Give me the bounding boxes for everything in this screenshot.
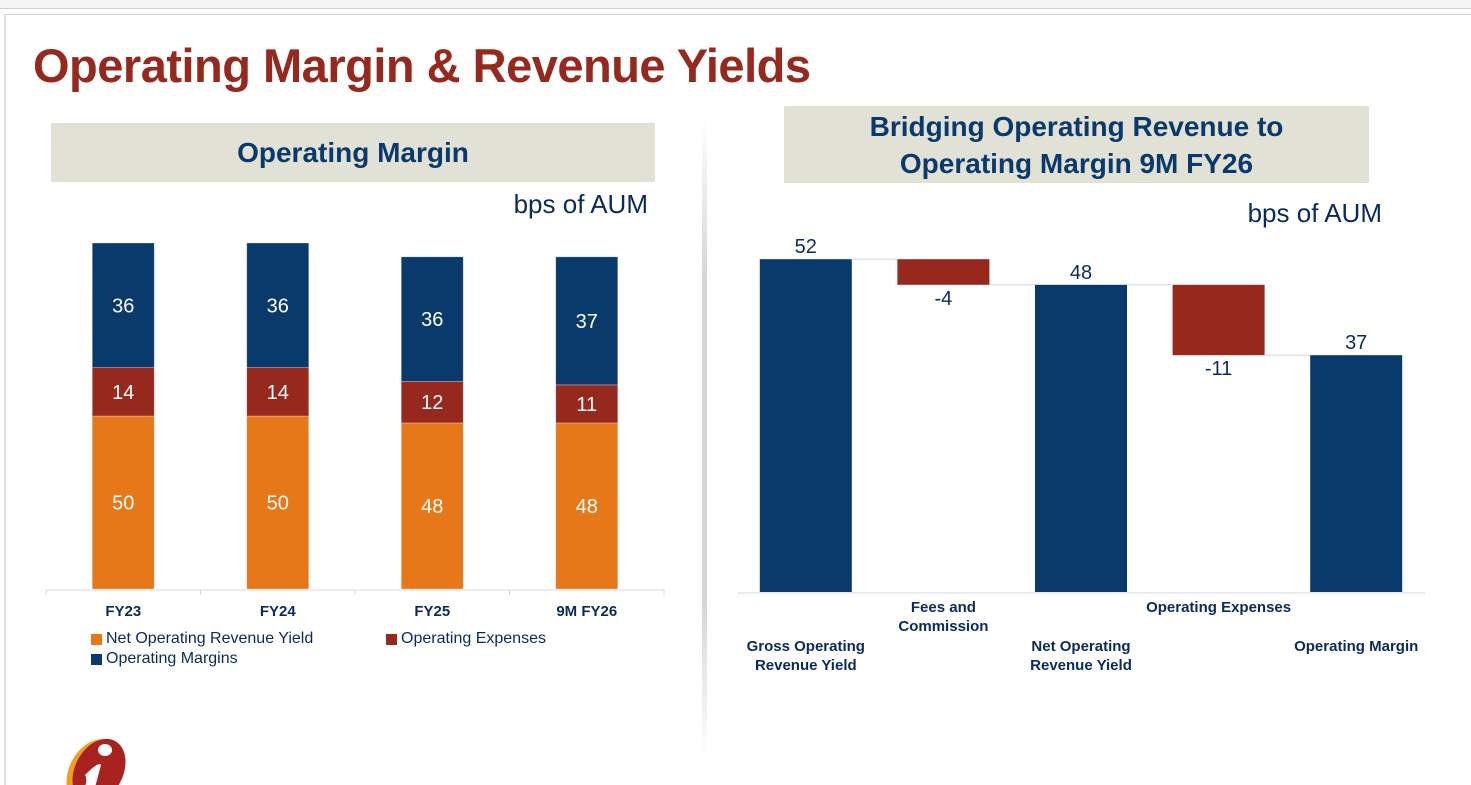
x-category-label: Operating Margin [1294,638,1418,655]
panel-divider [702,120,707,760]
x-category-label-line: Operating Expenses [1146,599,1291,616]
waterfall-bar-3 [1035,284,1127,592]
x-category-label: Gross Operating Revenue Yield [747,638,865,674]
waterfall-data-label: 37 [1345,332,1367,354]
right-chart-header: Bridging Operating Revenue to Operating … [784,106,1369,183]
x-category-label: Net Operating Revenue Yield [1030,638,1132,674]
bar-segment-operating-expenses-fy25 [400,380,464,424]
bar-segment-net-operating-revenue-yield-fy24 [246,415,310,590]
data-label-operating-margins-fy25: 36 [421,309,443,331]
legend-item-net-operating-revenue-yield: Net Operating Revenue Yield [91,630,313,648]
left-chart-header: Operating Margin [51,123,655,182]
icici-i-logo-icon [55,735,135,785]
legend-item-operating-expenses: Operating Expenses [386,630,546,648]
waterfall-bar-5 [1310,355,1403,592]
bar-segment-operating-expenses-fy24 [246,367,310,417]
data-label-operating-margins-9m-fy26: 37 [576,311,598,333]
legend-label: Operating Expenses [401,630,546,647]
legend-label: Net Operating Revenue Yield [106,630,314,647]
data-label-net-operating-revenue-yield-fy25: 48 [421,496,443,518]
waterfall-bar-2 [897,259,990,285]
x-category-label: Fees and Commission [898,599,988,635]
x-category-label-line: Net Operating [1031,638,1130,655]
waterfall-data-label: -4 [935,288,953,310]
stacked-bar-chart: 50 14 36 FY23 50 14 36 FY24 48 12 36 FY25 48 11 37 9M F… [45,242,665,620]
x-category-label-line: Operating Margin [1294,638,1418,655]
waterfall-chart: 52 -4 48 -11 37 Gross Operating Revenue Yield F… [737,236,1425,674]
page-title: Operating Margin & Revenue Yields [33,39,811,92]
x-category-label-line: Revenue Yield [1030,657,1132,674]
waterfall-data-label: -11 [1205,358,1232,380]
bar-segment-net-operating-revenue-yield-fy25 [400,422,464,590]
x-category-label-line: Fees and [911,599,976,616]
data-label-net-operating-revenue-yield-9m-fy26: 48 [576,496,598,518]
data-label-operating-margins-fy23: 36 [112,295,134,317]
bar-segment-operating-margins-fy25 [400,256,464,382]
data-label-net-operating-revenue-yield-fy23: 50 [112,493,134,515]
data-label-net-operating-revenue-yield-fy24: 50 [267,493,289,515]
x-tick-label: FY23 [105,603,141,620]
x-category-label-line: Revenue Yield [755,657,857,674]
waterfall-bar-4 [1172,284,1265,356]
waterfall-bar-1 [759,259,852,592]
legend-label: Operating Margins [106,650,238,667]
data-label-operating-expenses-fy24: 14 [267,382,289,404]
data-label-operating-margins-fy24: 36 [267,295,289,317]
data-label-operating-expenses-9m-fy26: 11 [576,394,597,416]
window-top-bar [0,0,1471,9]
x-category-label-line: Gross Operating [747,638,865,655]
legend-swatch-orange [91,633,102,645]
x-tick-label: FY24 [260,603,297,620]
waterfall-data-label: 48 [1070,262,1092,284]
left-chart-unit-label: bps of AUM [513,189,648,219]
legend-swatch-navy [91,653,102,665]
waterfall-data-label: 52 [795,236,817,258]
x-tick-label: FY25 [414,603,450,620]
data-label-operating-expenses-fy25: 12 [421,392,443,414]
slide-frame-left [4,14,6,785]
x-category-label: Operating Expenses [1146,599,1291,616]
right-chart-unit-label: bps of AUM [1247,198,1382,228]
bar-segment-operating-margins-fy23 [91,242,155,368]
left-chart-header-text: Operating Margin [237,136,469,168]
x-category-label-line: Commission [898,618,988,635]
bar-segment-operating-margins-fy24 [246,242,310,368]
right-chart-header-line2: Operating Margin 9M FY26 [899,147,1254,179]
data-label-operating-expenses-fy23: 14 [112,382,134,404]
bar-segment-net-operating-revenue-yield-fy23 [91,415,155,590]
legend-swatch-red [386,633,397,645]
slide-frame-top [4,14,1471,15]
right-chart-header-line1: Bridging Operating Revenue to [869,110,1284,142]
x-tick-label: 9M FY26 [556,603,617,620]
bar-segment-operating-expenses-fy23 [91,367,155,417]
bar-segment-net-operating-revenue-yield-9m-fy26 [555,422,619,590]
bar-segment-operating-margins-9m-fy26 [555,256,619,386]
legend-item-operating-margins: Operating Margins [91,650,238,668]
